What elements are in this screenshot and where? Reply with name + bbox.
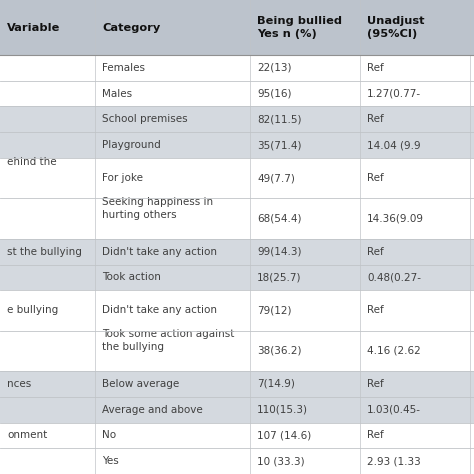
Bar <box>0 132 474 158</box>
Bar <box>0 331 474 371</box>
Text: 7(14.9): 7(14.9) <box>257 379 295 389</box>
Text: Ref: Ref <box>367 430 384 440</box>
Text: Females: Females <box>102 63 145 73</box>
Text: Ref: Ref <box>367 246 384 256</box>
Text: Average and above: Average and above <box>102 405 203 415</box>
Text: 49(7.7): 49(7.7) <box>257 173 295 183</box>
Bar <box>0 55 474 81</box>
Text: 68(54.4): 68(54.4) <box>257 214 301 224</box>
Text: 38(36.2): 38(36.2) <box>257 346 301 356</box>
Text: st the bullying: st the bullying <box>7 246 82 256</box>
Text: 107 (14.6): 107 (14.6) <box>257 430 311 440</box>
Bar <box>0 397 474 422</box>
Text: nces: nces <box>7 379 31 389</box>
Text: 1.03(0.45-: 1.03(0.45- <box>367 405 421 415</box>
Text: e bullying: e bullying <box>7 305 58 315</box>
Text: Took some action against
the bullying: Took some action against the bullying <box>102 329 234 352</box>
Text: 4.16 (2.62: 4.16 (2.62 <box>367 346 421 356</box>
Text: 1.27(0.77-: 1.27(0.77- <box>367 89 421 99</box>
Bar <box>0 81 474 107</box>
Text: Took action: Took action <box>102 273 161 283</box>
Bar <box>0 158 474 198</box>
Bar <box>0 198 474 239</box>
Text: 79(12): 79(12) <box>257 305 292 315</box>
Bar <box>0 239 474 264</box>
Text: For joke: For joke <box>102 173 143 183</box>
Text: 22(13): 22(13) <box>257 63 292 73</box>
Text: No: No <box>102 430 116 440</box>
Text: 2.93 (1.33: 2.93 (1.33 <box>367 456 421 466</box>
Bar <box>0 422 474 448</box>
Text: Unadjust
(95%CI): Unadjust (95%CI) <box>367 16 425 39</box>
Text: 14.36(9.09: 14.36(9.09 <box>367 214 424 224</box>
Text: Variable: Variable <box>7 22 60 33</box>
Text: 14.04 (9.9: 14.04 (9.9 <box>367 140 420 150</box>
Text: Being bullied
Yes n (%): Being bullied Yes n (%) <box>257 16 342 39</box>
Text: 18(25.7): 18(25.7) <box>257 273 301 283</box>
Bar <box>0 371 474 397</box>
Text: Ref: Ref <box>367 173 384 183</box>
Text: Ref: Ref <box>367 379 384 389</box>
Bar <box>0 448 474 474</box>
Bar <box>0 264 474 290</box>
Text: School premises: School premises <box>102 114 188 124</box>
Text: onment: onment <box>7 430 47 440</box>
Text: Males: Males <box>102 89 132 99</box>
Text: Category: Category <box>102 22 160 33</box>
Text: ehind the: ehind the <box>7 156 56 180</box>
Text: Yes: Yes <box>102 456 119 466</box>
Text: 10 (33.3): 10 (33.3) <box>257 456 305 466</box>
Bar <box>0 290 474 331</box>
Bar <box>0 0 474 55</box>
Text: Playground: Playground <box>102 140 161 150</box>
Text: 0.48(0.27-: 0.48(0.27- <box>367 273 421 283</box>
Text: 99(14.3): 99(14.3) <box>257 246 301 256</box>
Text: Seeking happiness in
hurting others: Seeking happiness in hurting others <box>102 197 213 220</box>
Text: 82(11.5): 82(11.5) <box>257 114 301 124</box>
Text: 95(16): 95(16) <box>257 89 292 99</box>
Bar <box>0 107 474 132</box>
Text: Below average: Below average <box>102 379 179 389</box>
Text: Didn't take any action: Didn't take any action <box>102 246 217 256</box>
Text: 35(71.4): 35(71.4) <box>257 140 301 150</box>
Text: Ref: Ref <box>367 305 384 315</box>
Text: Didn't take any action: Didn't take any action <box>102 305 217 315</box>
Text: 110(15.3): 110(15.3) <box>257 405 308 415</box>
Text: Ref: Ref <box>367 63 384 73</box>
Text: Ref: Ref <box>367 114 384 124</box>
